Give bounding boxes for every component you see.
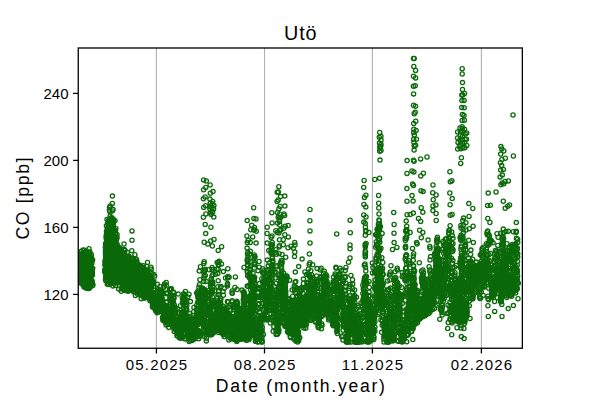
svg-text:240: 240 (43, 85, 68, 102)
svg-text:Utö: Utö (284, 22, 317, 44)
svg-text:08.2025: 08.2025 (234, 356, 296, 373)
svg-text:120: 120 (43, 286, 68, 303)
svg-text:200: 200 (43, 152, 68, 169)
svg-text:02.2026: 02.2026 (451, 356, 513, 373)
svg-text:05.2025: 05.2025 (126, 356, 188, 373)
svg-text:CO [ppb]: CO [ppb] (13, 158, 33, 240)
svg-text:11.2025: 11.2025 (342, 356, 404, 373)
svg-text:160: 160 (43, 219, 68, 236)
